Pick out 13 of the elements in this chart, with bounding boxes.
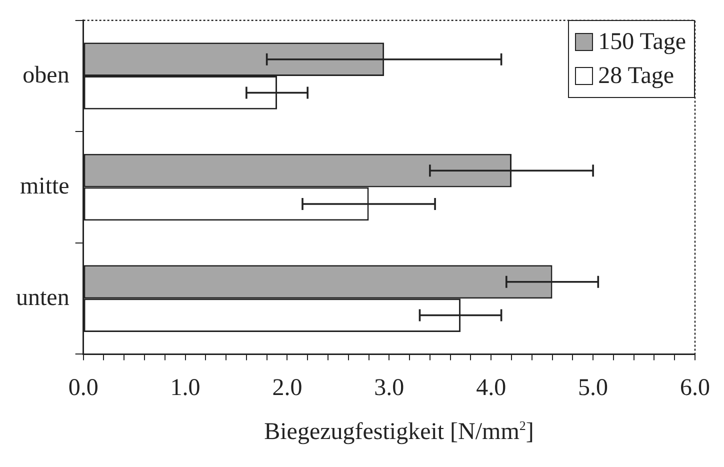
x-tick-label: 1.0	[170, 374, 200, 401]
x-tick-label: 3.0	[374, 374, 404, 401]
x-axis-title: Biegezugfestigkeit [N/mm$^{2}$]	[263, 418, 535, 446]
x-tick-label: 2.0	[272, 374, 302, 401]
x-tick-label: 6.0	[680, 374, 710, 401]
x-tick-label: 5.0	[578, 374, 608, 401]
x-tick-label: 0.0	[68, 374, 98, 401]
x-tick-label: 4.0	[476, 374, 506, 401]
y-tick-label: oben	[22, 62, 70, 88]
y-tick-label: mitte	[20, 174, 70, 200]
legend-label: 150 Tage	[598, 28, 686, 56]
text: 28 Tage	[598, 62, 674, 90]
y-tick-label: unten	[16, 284, 70, 311]
